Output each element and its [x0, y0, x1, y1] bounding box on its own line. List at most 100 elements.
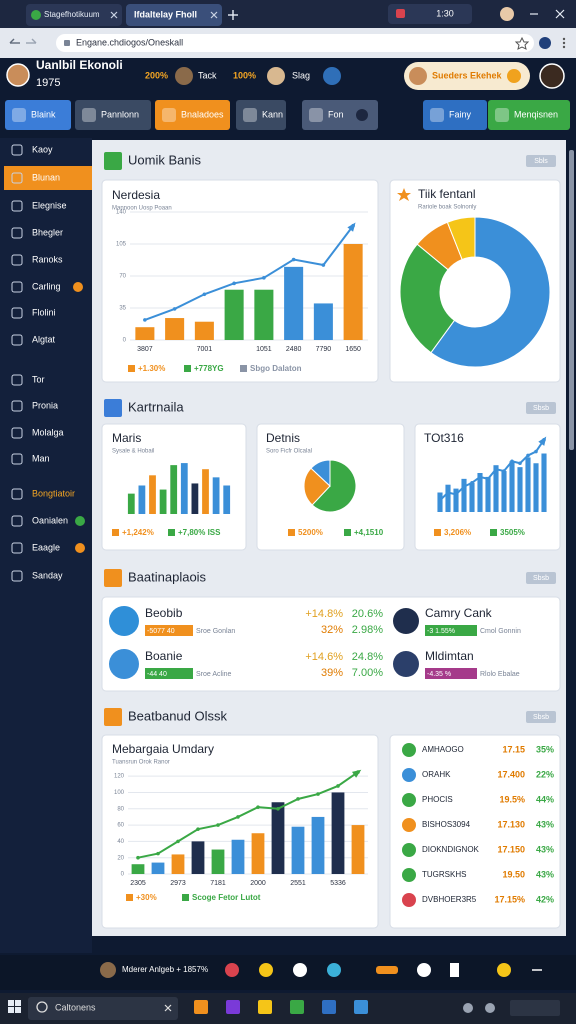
- sidebar-item[interactable]: Bhegler: [32, 227, 63, 237]
- sidebar-item[interactable]: Blunan: [32, 172, 60, 182]
- pie-slice: [311, 459, 357, 513]
- section-badge-label: Sbsb: [533, 575, 549, 582]
- toolbar-button[interactable]: [155, 100, 230, 130]
- profile-avatar: [6, 63, 30, 87]
- bar: [223, 485, 231, 514]
- item-name: Beobib: [145, 606, 183, 620]
- app-icon[interactable]: [417, 963, 431, 977]
- list-icon: [402, 843, 416, 857]
- bar: [469, 482, 475, 512]
- app-icon[interactable]: [497, 963, 511, 977]
- bar: [231, 839, 245, 874]
- taskbar-app[interactable]: [354, 1000, 368, 1014]
- toolbar-button[interactable]: [302, 100, 378, 130]
- profile-pill[interactable]: [404, 62, 530, 90]
- profile-name: Uanlbil Ekonoli: [36, 58, 123, 72]
- toolbar-label: Blaink: [31, 109, 56, 119]
- bar: [343, 244, 363, 340]
- item-tag-label: -44 40: [147, 671, 167, 678]
- toolbar-button[interactable]: [236, 100, 286, 130]
- card-note: 3,206%: [444, 528, 471, 537]
- y-tick-label: 20: [117, 855, 124, 861]
- bar: [509, 461, 515, 512]
- list-value: 17.150: [497, 844, 525, 854]
- bar: [477, 473, 483, 512]
- card-subtitle: Sysale & Hobail: [112, 449, 154, 455]
- line-point: [291, 257, 296, 262]
- card-note: 3505%: [500, 528, 525, 537]
- list-icon: [402, 868, 416, 882]
- sidebar-active: [4, 166, 92, 190]
- user-avatar: [500, 7, 514, 21]
- stat-avatar: [323, 67, 341, 85]
- toolbar-button[interactable]: [5, 100, 71, 130]
- card-note: Sbgo Dalaton: [250, 364, 302, 373]
- toolbar-button[interactable]: [75, 100, 151, 130]
- browser-tab[interactable]: [126, 4, 222, 26]
- card-note: +7,80% ISS: [178, 528, 221, 537]
- taskbar-app[interactable]: [194, 1000, 208, 1014]
- sidebar-item[interactable]: Algtat: [32, 334, 56, 344]
- line-arrow: [347, 222, 356, 232]
- taskbar-app[interactable]: [226, 1000, 240, 1014]
- sidebar-item[interactable]: Kaoy: [32, 144, 53, 154]
- taskbar-search-label: Caltonens: [55, 1002, 96, 1012]
- list-name: TUGRSKHS: [422, 870, 466, 879]
- sidebar-item[interactable]: Ranoks: [32, 254, 63, 264]
- url-field[interactable]: [56, 34, 534, 52]
- start-button[interactable]: [8, 1007, 14, 1013]
- list-name: AMHAOGO: [422, 745, 464, 754]
- list-value: 19.50: [502, 869, 525, 879]
- sidebar-item[interactable]: Oanialen: [32, 515, 68, 525]
- note-swatch: [168, 529, 175, 536]
- sidebar-item[interactable]: Eaagle: [32, 542, 60, 552]
- app-icon[interactable]: [259, 963, 273, 977]
- app-bar: [0, 955, 576, 990]
- sidebar-item[interactable]: Tor: [32, 374, 45, 384]
- card: [101, 734, 379, 929]
- toolbar-icon: [495, 108, 509, 122]
- start-button[interactable]: [15, 1007, 21, 1013]
- line-point: [232, 281, 236, 286]
- tray-icon: [463, 1003, 473, 1013]
- sidebar-item[interactable]: Sanday: [32, 570, 63, 580]
- toolbar-button[interactable]: [423, 100, 487, 130]
- bar: [533, 463, 539, 512]
- close-icon: [555, 9, 565, 19]
- app-icon[interactable]: [450, 963, 459, 977]
- sidebar-item[interactable]: Bongtiatoir: [32, 488, 75, 498]
- app-icon[interactable]: [225, 963, 239, 977]
- browser-tab[interactable]: [26, 4, 122, 26]
- y-tick-label: 0: [121, 872, 125, 878]
- sidebar-item[interactable]: Carling: [32, 281, 61, 291]
- x-tick-label: 2551: [290, 880, 306, 887]
- taskbar-app[interactable]: [322, 1000, 336, 1014]
- item-tag: [145, 625, 193, 636]
- taskbar-app[interactable]: [258, 1000, 272, 1014]
- app-icon[interactable]: [376, 966, 398, 974]
- taskbar-app[interactable]: [290, 1000, 304, 1014]
- taskbar-search[interactable]: [28, 997, 178, 1020]
- toolbar-button[interactable]: [488, 100, 570, 130]
- sidebar-item[interactable]: Molalga: [32, 427, 64, 437]
- start-button[interactable]: [8, 1000, 14, 1006]
- line-point: [470, 480, 474, 485]
- sidebar-icon: [11, 453, 23, 465]
- sidebar-icon: [11, 542, 23, 554]
- sidebar-item[interactable]: Elegnise: [32, 200, 67, 210]
- scrollbar: [569, 150, 574, 450]
- x-tick-label: 7790: [316, 346, 332, 353]
- sidebar-item[interactable]: Flolini: [32, 307, 56, 317]
- bar: [151, 862, 165, 874]
- sidebar-item[interactable]: Pronia: [32, 400, 58, 410]
- clock-pill: [388, 4, 472, 24]
- app-icon[interactable]: [327, 963, 341, 977]
- bar: [191, 841, 205, 874]
- card-subtitle: Tuansrun Orok Ranor: [112, 760, 170, 766]
- sidebar-item[interactable]: Man: [32, 453, 50, 463]
- start-button[interactable]: [15, 1000, 21, 1006]
- app-icon[interactable]: [293, 963, 307, 977]
- list-name: BISHOS3094: [422, 820, 471, 829]
